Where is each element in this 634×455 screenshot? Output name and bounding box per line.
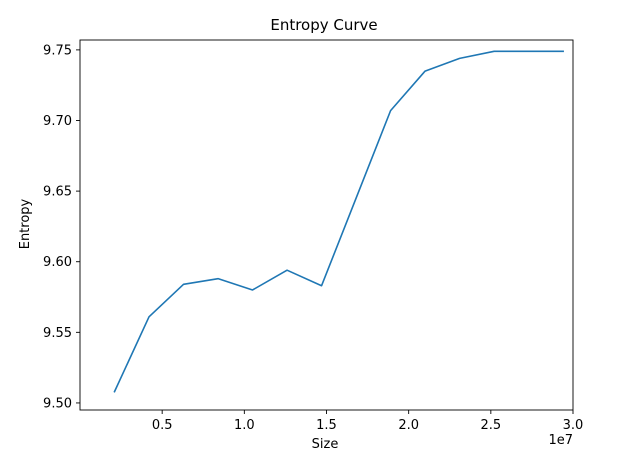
x-tick-label-4: 2.5 — [480, 418, 501, 433]
y-tick-label-4: 9.70 — [43, 114, 72, 129]
y-axis-label: Entropy — [18, 198, 33, 249]
y-tick-label-0: 9.50 — [43, 396, 72, 411]
y-tick-label-5: 9.75 — [43, 43, 72, 58]
plot-frame — [79, 39, 574, 411]
chart-title: Entropy Curve — [270, 16, 377, 34]
x-tick-label-2: 1.5 — [316, 418, 337, 433]
x-tick-label-5: 3.0 — [563, 418, 584, 433]
x-tick-label-3: 2.0 — [398, 418, 419, 433]
y-tick-label-3: 9.65 — [43, 185, 72, 200]
x-tick-label-1: 1.0 — [234, 418, 255, 433]
y-tick-label-2: 9.60 — [43, 255, 72, 270]
y-tick-label-1: 9.55 — [43, 326, 72, 341]
x-tick-label-0: 0.5 — [152, 418, 173, 433]
x-axis-label: Size — [312, 437, 339, 452]
x-offset-label: 1e7 — [548, 433, 573, 448]
series-line-0 — [113, 50, 564, 393]
